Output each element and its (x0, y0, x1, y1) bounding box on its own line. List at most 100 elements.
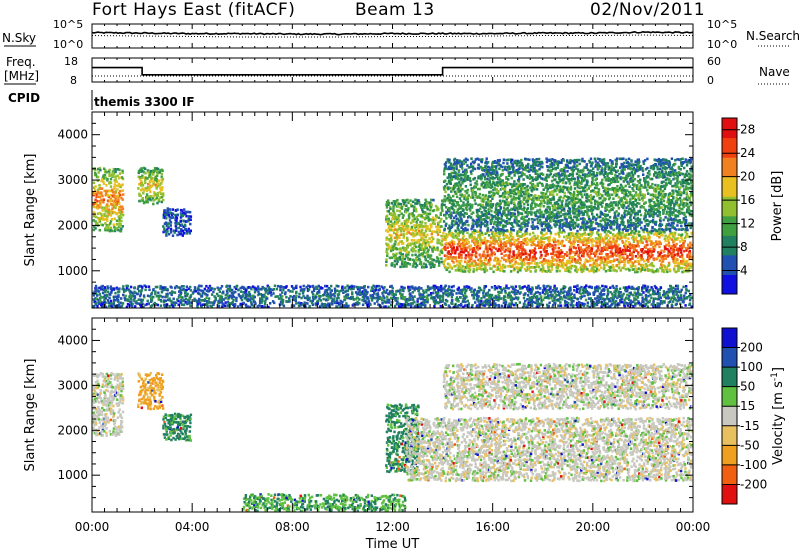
power-echo-cell (423, 262, 426, 266)
power-echo-cell (614, 303, 617, 307)
power-echo-cell (405, 300, 408, 304)
power-echo-cell (200, 284, 203, 288)
power-echo-cell (392, 200, 395, 203)
power-echo-cell (671, 245, 675, 249)
power-echo-cell (359, 291, 363, 294)
power-echo-cell (412, 247, 416, 251)
power-echo-cell (98, 195, 102, 199)
power-echo-cell (444, 303, 447, 306)
power-echo-cell (385, 260, 388, 264)
power-echo-cell (297, 304, 301, 308)
power-echo-cell (645, 264, 649, 267)
power-echo-cell (229, 302, 232, 305)
power-echo-cell (523, 267, 527, 271)
power-echo-cell (476, 263, 480, 266)
power-echo-cell (656, 292, 659, 296)
power-echo-cell (124, 289, 127, 292)
power-echo-cell (352, 287, 355, 290)
power-echo-cell (153, 198, 156, 202)
power-echo-cell (411, 232, 415, 235)
power-echo-cell (219, 294, 222, 298)
power-echo-cell (432, 265, 436, 269)
power-echo-cell (411, 296, 414, 299)
power-echo-cell (148, 195, 151, 199)
power-echo-cell (483, 241, 486, 244)
power-echo-cell (473, 248, 476, 252)
power-echo-cell (171, 291, 174, 294)
power-echo-cell (533, 262, 537, 265)
power-echo-cell (144, 288, 147, 292)
power-echo-cell (473, 293, 476, 297)
power-echo-cell (492, 251, 496, 254)
power-echo-cell (687, 267, 691, 271)
power-echo-cell (425, 290, 428, 294)
power-echo-cell (503, 250, 506, 253)
power-echo-cell (648, 299, 651, 302)
power-echo-cell (557, 243, 560, 246)
power-echo-cell (424, 211, 427, 214)
power-echo-cell (676, 287, 680, 290)
power-echo-cell (497, 294, 500, 297)
power-echo-cell (101, 291, 105, 295)
power-echo-cell (508, 249, 512, 253)
power-echo-cell (515, 292, 518, 295)
power-echo-cell (120, 219, 123, 223)
power-echo-cell (242, 301, 245, 305)
power-echo-cell (186, 298, 190, 302)
power-echo-cell (633, 299, 636, 302)
power-echo-cell (588, 250, 591, 253)
power-echo-cell (676, 247, 680, 250)
power-echo-cell (107, 208, 110, 211)
power-echo-cell (257, 290, 260, 293)
power-echo-cell (462, 245, 465, 248)
power-echo-cell (528, 253, 531, 257)
power-echo-cell (679, 266, 682, 270)
power-echo-cell (175, 229, 178, 232)
power-echo-cell (674, 290, 677, 293)
power-echo-cell (416, 297, 419, 301)
power-echo-cell (301, 291, 305, 295)
power-echo-cell (430, 203, 433, 206)
power-echo-cell (499, 286, 502, 289)
power-echo-cell (492, 235, 496, 238)
power-echo-cell (393, 263, 396, 267)
power-echo-cell (171, 212, 175, 216)
power-echo-cell (454, 298, 458, 301)
power-echo-cell (108, 223, 111, 227)
power-echo-cell (674, 287, 677, 291)
power-echo-cell (98, 206, 101, 209)
power-echo-cell (402, 236, 405, 240)
power-echo-cell (458, 291, 461, 295)
power-echo-cell (636, 287, 639, 290)
power-echo-cell (508, 256, 511, 260)
power-echo-cell (636, 270, 639, 274)
power-echo-cell (109, 299, 113, 303)
power-echo-cell (239, 290, 243, 293)
power-echo-cell (405, 303, 409, 307)
power-echo-cell (563, 253, 567, 256)
power-echo-cell (220, 297, 224, 301)
power-echo-cell (92, 205, 96, 209)
power-echo-cell (673, 267, 676, 271)
power-echo-cell (328, 302, 331, 306)
power-echo-cell (230, 291, 234, 295)
power-echo-cell (231, 301, 234, 304)
power-echo-cell (431, 263, 434, 266)
power-echo-cell (433, 230, 436, 233)
power-echo-cell (419, 304, 423, 307)
power-echo-cell (637, 244, 640, 248)
power-echo-cell (596, 301, 599, 305)
power-echo-cell (317, 284, 320, 288)
power-echo-cell (613, 240, 616, 243)
power-echo-cell (663, 250, 666, 253)
power-echo-cell (122, 285, 125, 288)
power-echo-cell (376, 292, 379, 295)
power-echo-cell (564, 299, 567, 303)
power-echo-cell (647, 251, 650, 254)
power-echo-cell (670, 287, 674, 290)
power-echo-cell (499, 240, 502, 243)
power-echo-cell (457, 304, 461, 307)
power-echo-cell (527, 285, 531, 289)
power-echo-cell (427, 201, 431, 204)
power-echo-cell (592, 292, 596, 296)
